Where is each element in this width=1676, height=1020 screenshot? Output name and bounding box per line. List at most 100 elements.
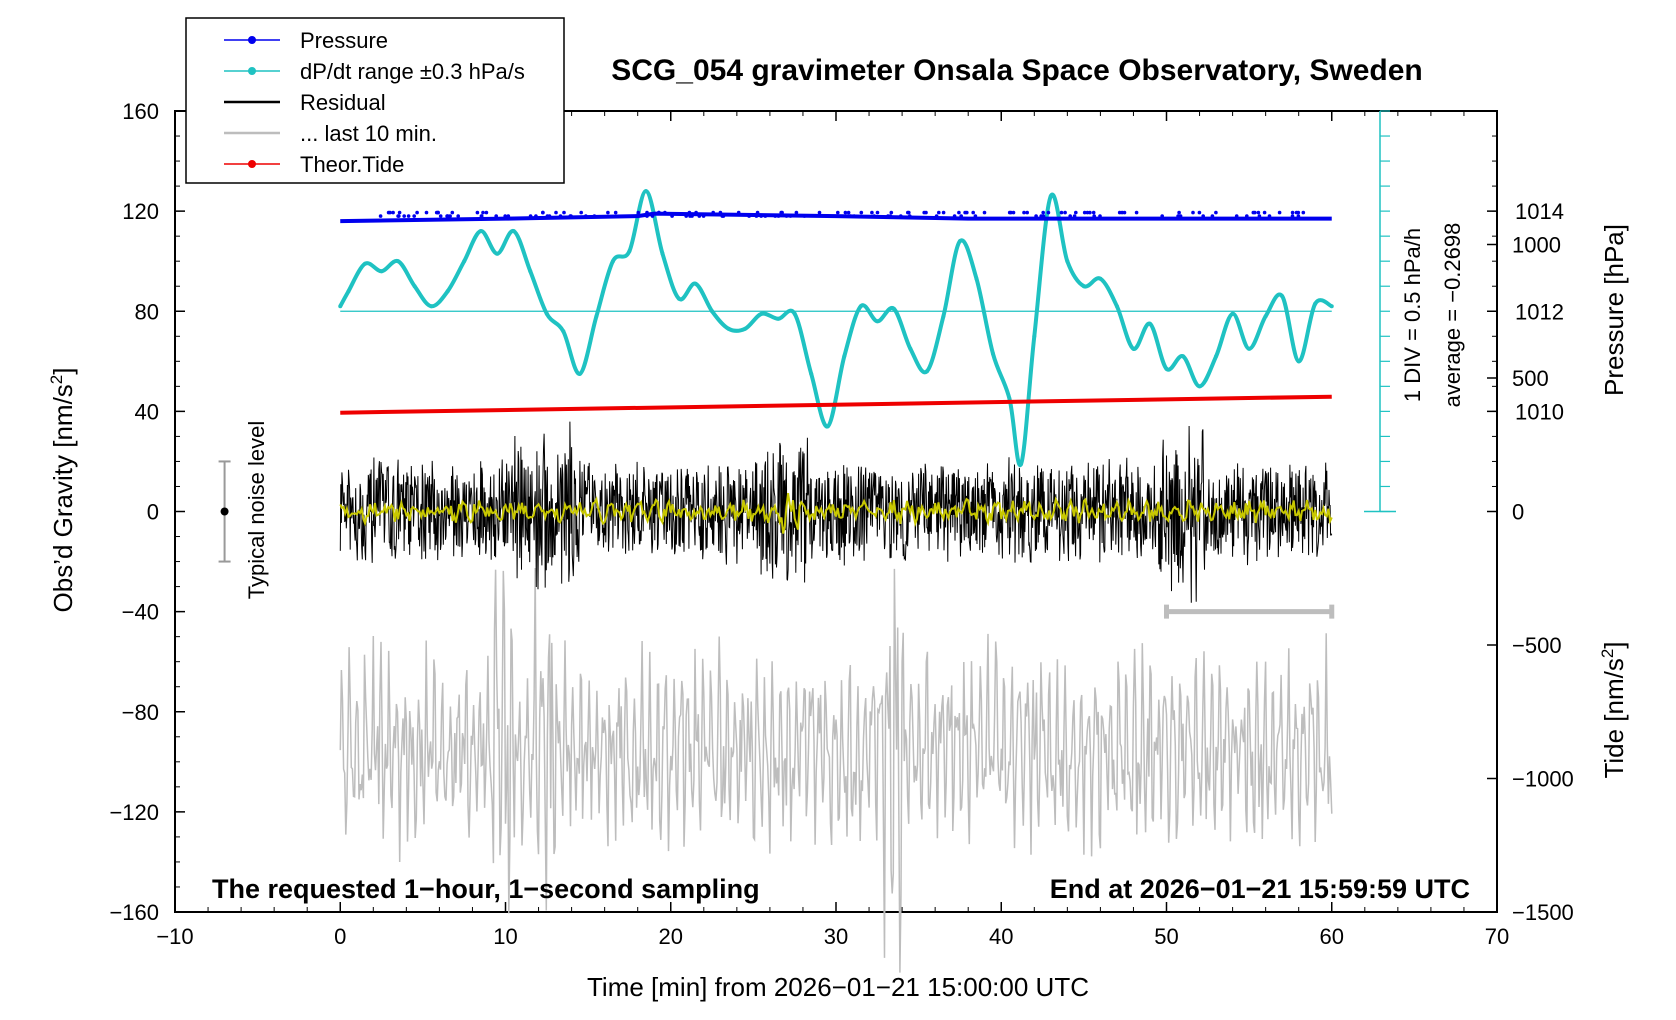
pressure-point [1082, 210, 1087, 215]
tide-tick-label: 500 [1512, 366, 1549, 391]
pressure-point [424, 210, 429, 215]
legend-label: Residual [300, 90, 386, 115]
pressure-point [754, 214, 759, 218]
dpdt-point [445, 289, 450, 294]
pressure-point [848, 214, 853, 218]
pressure-point [386, 210, 391, 215]
pressure-point [1201, 214, 1205, 218]
pressure-point [445, 214, 449, 218]
pressure-point [562, 210, 566, 215]
pressure-point [1267, 214, 1272, 218]
dpdt-point [809, 371, 814, 376]
pressure-point [1117, 210, 1122, 215]
dpdt-point [528, 269, 533, 274]
pressure-point [859, 210, 864, 215]
dpdt-point [908, 346, 913, 351]
pressure-point [645, 210, 649, 215]
x-tick-label: 30 [824, 924, 848, 949]
pressure-point [1245, 214, 1249, 218]
pressure-point [1178, 214, 1183, 218]
pressure-point [1063, 210, 1067, 215]
pressure-point [1277, 210, 1282, 215]
pressure-point [475, 210, 480, 215]
pressure-point [657, 210, 661, 215]
pressure-point [1011, 210, 1016, 215]
pressure-point [1290, 210, 1295, 215]
noise-bar-center [220, 507, 229, 516]
pressure-tick-label: 1012 [1515, 299, 1564, 324]
dpdt-point [677, 296, 682, 301]
pressure-point [784, 214, 789, 218]
dpdt-point [379, 269, 384, 274]
pressure-point [711, 210, 715, 215]
pressure-point [773, 214, 777, 218]
pressure-point [794, 210, 799, 215]
last10-series-line [339, 567, 1333, 973]
pressure-point [1072, 214, 1077, 218]
x-tick-label: 20 [659, 924, 683, 949]
sampling-note: The requested 1−hour, 1−second sampling [212, 874, 760, 904]
x-tick-label: −10 [156, 924, 193, 949]
pressure-point [456, 214, 461, 218]
pressure-point [1176, 214, 1180, 218]
pressure-point [554, 210, 558, 215]
pressure-point [579, 210, 583, 215]
pressure-point [736, 210, 741, 215]
pressure-point [1046, 210, 1051, 215]
residual-smoothed-line [339, 492, 1333, 534]
dpdt-point [1263, 314, 1268, 319]
pressure-point [1041, 214, 1045, 218]
tide-series-line [340, 394, 1332, 415]
pressure-point [1074, 210, 1078, 215]
dpdt-point [396, 259, 401, 264]
dpdt-point [726, 326, 731, 331]
pressure-point [1301, 210, 1306, 215]
dpdt-point [990, 351, 995, 356]
pressure-point [889, 210, 894, 215]
dpdt-point [891, 306, 896, 311]
dpdt-point [1280, 294, 1285, 299]
pressure-point [670, 214, 674, 218]
dpdt-point [875, 319, 880, 324]
pressure-point [776, 214, 781, 218]
dpdt-point [1164, 366, 1169, 371]
pressure-point [1088, 210, 1092, 215]
pressure-point [558, 214, 563, 218]
pressure-point [569, 214, 573, 218]
pressure-point [759, 214, 763, 218]
pressure-point [846, 210, 851, 215]
dpdt-point [1048, 194, 1053, 199]
dpdt-point [1181, 354, 1186, 359]
pressure-point [694, 210, 698, 215]
y-tick-label: −40 [122, 600, 159, 625]
x-axis-label: Time [min] from 2026−01−21 15:00:00 UTC [587, 972, 1089, 1002]
dpdt-point [338, 304, 343, 309]
dpdt-point [842, 354, 847, 359]
tide-tick-label: −1000 [1512, 767, 1574, 792]
y-tick-label: 0 [147, 500, 159, 525]
pressure-point [697, 214, 702, 218]
pressure-point [763, 214, 768, 218]
legend-label: dP/dt range ±0.3 hPa/s [300, 59, 525, 84]
pressure-point [952, 214, 957, 218]
dpdt-point [974, 276, 979, 281]
pressure-point [907, 210, 911, 215]
pressure-point [688, 214, 692, 218]
pressure-point [817, 210, 822, 215]
pressure-point [908, 214, 912, 218]
pressure-point [852, 214, 856, 218]
pressure-point [412, 214, 417, 218]
pressure-point [1177, 210, 1181, 215]
pressure-point [827, 214, 831, 218]
dpdt-point [429, 304, 434, 309]
pressure-point [1262, 210, 1267, 215]
dpdt-point [1230, 311, 1235, 316]
pressure-point [479, 214, 484, 218]
dpdt-point [577, 371, 582, 376]
dpdt-point [1247, 346, 1252, 351]
pressure-point [802, 214, 807, 218]
pressure-point [687, 210, 692, 215]
dpdt-point [1098, 276, 1103, 281]
pressure-point [494, 214, 499, 218]
x-tick-label: 50 [1154, 924, 1178, 949]
